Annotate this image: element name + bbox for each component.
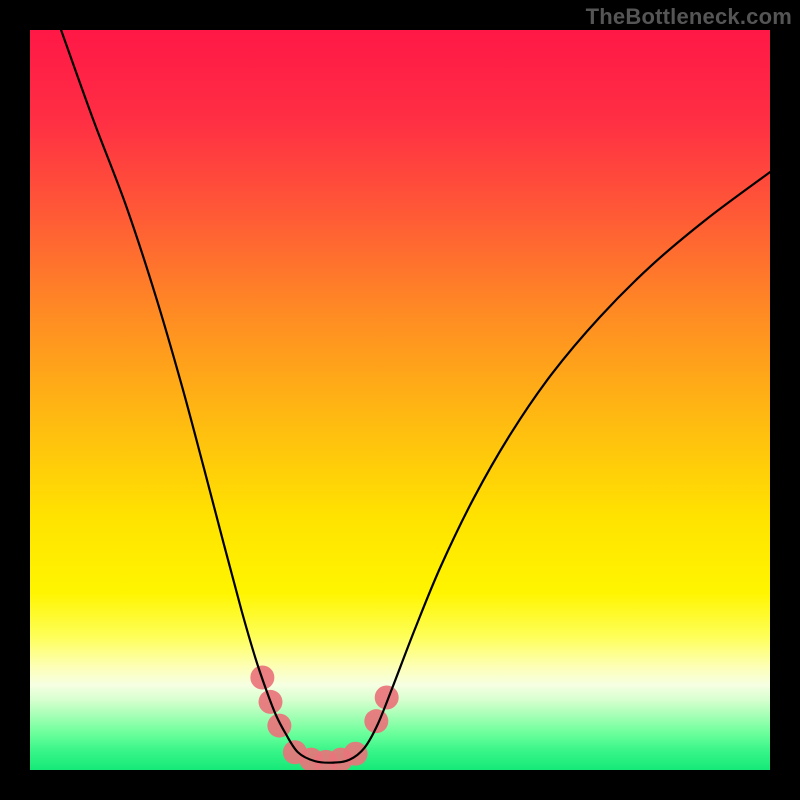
watermark-text: TheBottleneck.com <box>586 4 792 30</box>
border-left <box>0 0 30 800</box>
bottleneck-chart <box>0 0 800 800</box>
border-bottom <box>0 770 800 800</box>
gradient-background <box>30 30 770 770</box>
marker-dot <box>344 742 368 766</box>
marker-dot <box>375 685 399 709</box>
marker-dot <box>267 714 291 738</box>
chart-frame: TheBottleneck.com <box>0 0 800 800</box>
border-right <box>770 0 800 800</box>
